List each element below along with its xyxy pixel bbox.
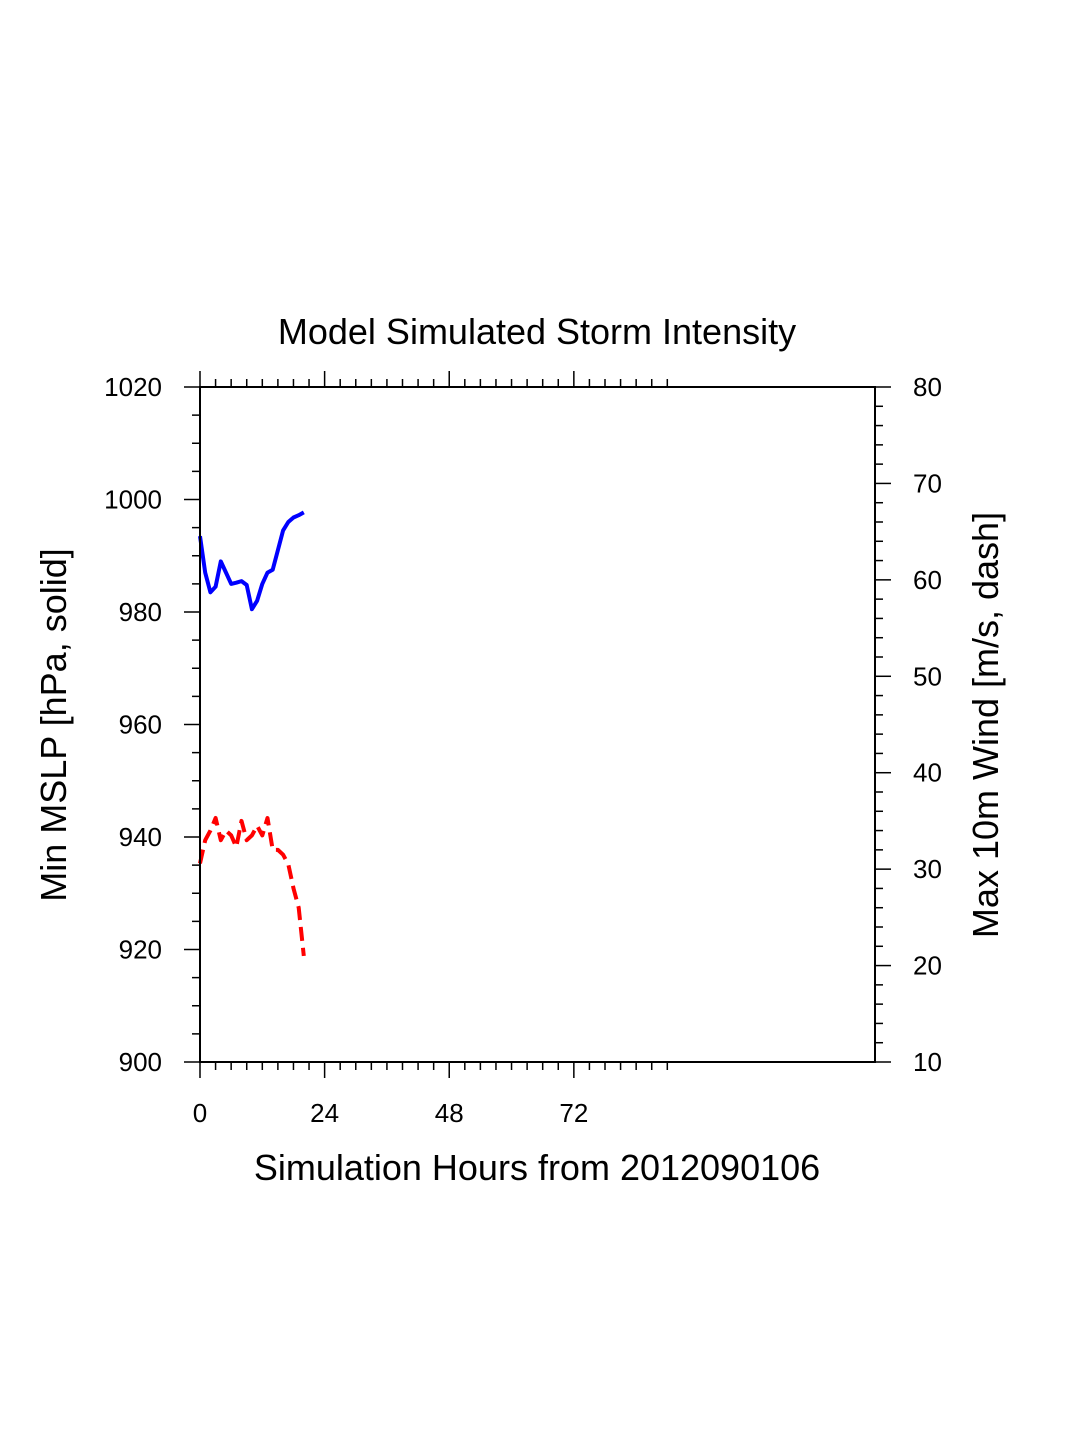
- max-wind-line: [198, 816, 306, 957]
- y-right-tick-label: 20: [913, 951, 942, 981]
- y-axis-right-label: Max 10m Wind [m/s, dash]: [965, 512, 1006, 938]
- x-tick-label: 72: [559, 1098, 588, 1128]
- x-tick-label: 24: [310, 1098, 339, 1128]
- y-left-tick-label: 900: [119, 1047, 162, 1077]
- tick-labels: 0 24 48 72900920940960980100010201020304050…: [104, 372, 942, 1128]
- y-left-tick-label: 980: [119, 597, 162, 627]
- y-left-tick-label: 1000: [104, 485, 162, 515]
- y-axis-left-label: Min MSLP [hPa, solid]: [33, 548, 74, 902]
- x-tick-label: 48: [435, 1098, 464, 1128]
- chart-title: Model Simulated Storm Intensity: [278, 311, 796, 352]
- tick-marks: [184, 371, 891, 1078]
- y-right-tick-label: 80: [913, 372, 942, 402]
- y-right-tick-label: 40: [913, 758, 942, 788]
- x-tick-label: 0: [193, 1098, 207, 1128]
- y-left-tick-label: 940: [119, 822, 162, 852]
- y-left-tick-label: 1020: [104, 372, 162, 402]
- plot-area-frame: [199, 386, 876, 1063]
- y-right-tick-label: 60: [913, 565, 942, 595]
- data-series: [198, 510, 306, 957]
- y-right-tick-label: 30: [913, 854, 942, 884]
- x-axis-label: Simulation Hours from 2012090106: [254, 1147, 820, 1188]
- y-left-tick-label: 960: [119, 710, 162, 740]
- y-left-tick-label: 920: [119, 935, 162, 965]
- min-mslp-line: [198, 510, 305, 612]
- y-right-tick-label: 10: [913, 1047, 942, 1077]
- y-right-tick-label: 50: [913, 661, 942, 691]
- y-right-tick-label: 70: [913, 468, 942, 498]
